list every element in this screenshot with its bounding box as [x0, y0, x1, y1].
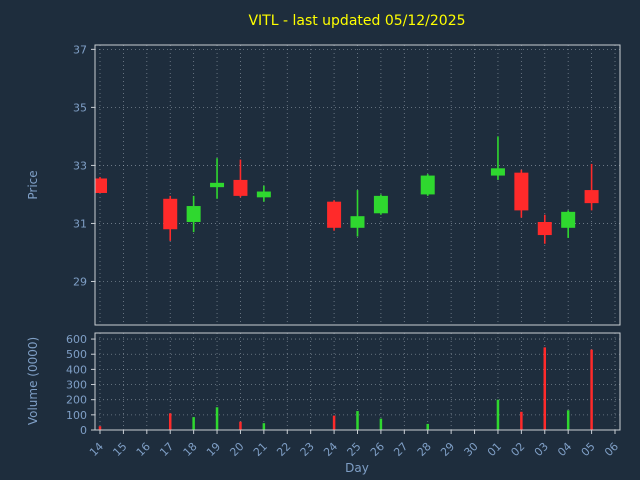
x-tick-label: 27 [391, 440, 410, 459]
chart-title: VITL - last updated 05/12/2025 [248, 13, 466, 29]
candlestick [561, 211, 576, 228]
candlestick [210, 182, 225, 188]
x-tick-label: 28 [415, 440, 434, 459]
x-tick-label: 01 [485, 440, 504, 459]
x-tick-label: 22 [274, 440, 293, 459]
volume-tick-label: 200 [66, 394, 87, 407]
x-axis-label: Day [345, 461, 369, 475]
volume-tick-label: 500 [66, 348, 87, 361]
x-tick-label: 06 [602, 440, 621, 459]
x-tick-label: 25 [345, 440, 364, 459]
x-tick-label: 03 [532, 440, 551, 459]
x-tick-label: 21 [251, 440, 270, 459]
candlestick [95, 178, 107, 193]
price-tick-label: 33 [73, 159, 87, 172]
x-tick-label: 17 [157, 440, 176, 459]
price-tick-label: 31 [73, 217, 87, 230]
volume-tick-label: 400 [66, 363, 87, 376]
candlestick [186, 206, 201, 222]
x-tick-label: 26 [368, 440, 387, 459]
candlestick [584, 190, 599, 204]
price-tick-label: 35 [73, 101, 87, 114]
x-tick-label: 29 [438, 440, 457, 459]
candlestick [233, 179, 248, 196]
candlestick [327, 201, 342, 228]
x-tick-label: 24 [321, 440, 340, 459]
volume-tick-label: 0 [80, 424, 87, 437]
price-tick-label: 29 [73, 275, 87, 288]
candlestick [373, 195, 388, 214]
x-tick-label: 23 [298, 440, 317, 459]
x-tick-label: 04 [555, 440, 574, 459]
candlestick [420, 175, 435, 195]
x-tick-label: 05 [579, 440, 598, 459]
volume-panel-border [94, 332, 621, 431]
candlestick [490, 168, 505, 176]
x-tick-label: 15 [110, 440, 129, 459]
x-tick-label: 19 [204, 440, 223, 459]
volume-tick-label: 100 [66, 409, 87, 422]
candlestick [163, 198, 178, 230]
x-tick-label: 30 [462, 440, 481, 459]
x-tick-label: 18 [181, 440, 200, 459]
volume-tick-label: 300 [66, 379, 87, 392]
price-panel-border [94, 44, 621, 326]
x-tick-label: 14 [87, 440, 106, 459]
candlestick [256, 191, 271, 198]
price-tick-label: 37 [73, 43, 87, 56]
candlestick [350, 216, 365, 228]
volume-tick-label: 600 [66, 333, 87, 346]
x-tick-label: 02 [508, 440, 527, 459]
candlestick [537, 221, 552, 236]
x-tick-label: 20 [227, 440, 246, 459]
candlestick [514, 172, 529, 211]
x-tick-label: 16 [134, 440, 153, 459]
